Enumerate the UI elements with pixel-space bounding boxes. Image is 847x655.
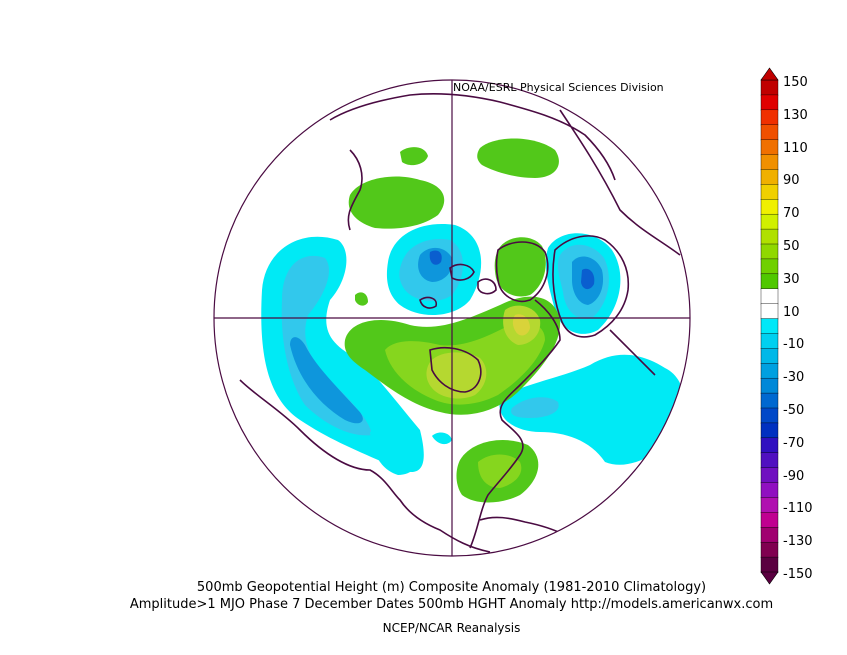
north-america-coast bbox=[239, 299, 561, 553]
colorbar-swatch bbox=[760, 318, 779, 335]
colorbar-tick-label: 30 bbox=[783, 271, 800, 287]
anomaly-negative-pacific-core bbox=[290, 337, 363, 424]
colorbar-tick-label: -70 bbox=[783, 435, 805, 451]
colorbar-swatch bbox=[760, 348, 779, 364]
colorbar-tick-label: 110 bbox=[783, 140, 808, 156]
colorbar-swatch bbox=[760, 527, 779, 543]
colorbar-swatch bbox=[760, 169, 779, 186]
anomaly-negative-europe-max bbox=[581, 268, 595, 290]
colorbar-bottom-arrow bbox=[760, 571, 779, 585]
colorbar-swatch bbox=[760, 377, 779, 394]
anomaly-positive-siberia-west bbox=[348, 176, 445, 229]
anomaly-positive-siberia-east bbox=[477, 138, 559, 178]
colorbar-swatch bbox=[760, 452, 779, 469]
colorbar-swatch bbox=[760, 243, 779, 260]
colorbar-swatch bbox=[760, 154, 779, 171]
colorbar-tick-label: 130 bbox=[783, 107, 808, 123]
source-label: NCEP/NCAR Reanalysis bbox=[382, 621, 521, 635]
colorbar-swatch bbox=[760, 467, 779, 484]
colorbar-swatch bbox=[760, 199, 779, 215]
caribbean-coast bbox=[479, 516, 566, 536]
colorbar-swatch bbox=[760, 109, 779, 126]
colorbar-swatch bbox=[760, 273, 779, 290]
map-subtitle: Amplitude>1 MJO Phase 7 December Dates 5… bbox=[129, 597, 774, 612]
colorbar-swatch bbox=[760, 422, 779, 439]
colorbar-swatch bbox=[760, 213, 779, 230]
anomaly-positive-labrador-core bbox=[512, 314, 530, 336]
colorbar-tick-label: -90 bbox=[783, 468, 805, 484]
colorbar-swatch bbox=[760, 228, 779, 245]
anomaly-negative-atlantic-inner bbox=[511, 397, 559, 418]
anomaly-negative-small-north bbox=[432, 432, 452, 445]
colorbar-top-arrow bbox=[760, 67, 779, 81]
greenland-coast bbox=[495, 241, 549, 302]
colorbar-swatch bbox=[760, 184, 779, 200]
colorbar-swatch bbox=[760, 482, 779, 499]
colorbar-swatch bbox=[760, 556, 779, 573]
colorbar-swatch bbox=[760, 541, 779, 558]
coastlines bbox=[239, 93, 681, 553]
colorbar-swatch bbox=[760, 363, 779, 379]
anomaly-positive-canada-core bbox=[426, 352, 487, 399]
colorbar-tick-label: -30 bbox=[783, 370, 805, 386]
anomaly-positive-greenland bbox=[494, 237, 546, 297]
colorbar-swatch bbox=[760, 124, 779, 141]
colorbar-swatch bbox=[760, 139, 779, 156]
anomaly-positive-alaska bbox=[355, 292, 368, 306]
colorbar-tick-label: 70 bbox=[783, 206, 800, 222]
anomaly-negative-arctic-core bbox=[418, 247, 453, 282]
colorbar-swatch bbox=[760, 497, 779, 514]
colorbar-swatch bbox=[760, 288, 779, 305]
colorbar-tick-label: -50 bbox=[783, 403, 805, 418]
colorbar-tick-label: -150 bbox=[783, 567, 813, 582]
colorbar-tick-label: 50 bbox=[783, 239, 800, 254]
colorbar-swatch bbox=[760, 303, 779, 320]
colorbar-swatch bbox=[760, 79, 779, 96]
credit-label: NOAA/ESRL Physical Sciences Division bbox=[453, 81, 664, 94]
colorbar-swatch bbox=[760, 437, 779, 454]
colorbar-tick-label: -130 bbox=[783, 534, 813, 550]
anomaly-negative-atlantic bbox=[499, 354, 685, 465]
colorbar-swatch bbox=[760, 512, 779, 528]
anomaly-negative-arctic-max bbox=[429, 250, 442, 265]
colorbar-swatch bbox=[760, 392, 779, 409]
colorbar-tick-label: 90 bbox=[783, 173, 800, 189]
colorbar-tick-label: 10 bbox=[783, 304, 800, 320]
colorbar-swatch bbox=[760, 333, 779, 350]
anomaly-shading bbox=[261, 138, 685, 503]
colorbar bbox=[760, 67, 779, 585]
hudson-bay-coast bbox=[429, 346, 482, 393]
anomaly-positive-southeast-inner bbox=[478, 454, 522, 488]
anomaly-positive-siberia-north bbox=[400, 147, 428, 166]
colorbar-swatch bbox=[760, 94, 779, 111]
colorbar-tick-label: -110 bbox=[783, 501, 813, 517]
colorbar-swatch bbox=[760, 258, 779, 275]
anomaly-negative-pacific-inner bbox=[281, 255, 372, 436]
arctic-islands bbox=[419, 263, 497, 309]
map-title: 500mb Geopotential Height (m) Composite … bbox=[196, 580, 707, 595]
europe-coast bbox=[552, 235, 656, 376]
anomaly-negative-west bbox=[370, 426, 422, 475]
colorbar-swatch bbox=[760, 407, 779, 424]
colorbar-tick-label: 150 bbox=[783, 75, 808, 90]
colorbar-tick-label: -10 bbox=[783, 337, 805, 353]
asia-coast bbox=[329, 93, 681, 256]
